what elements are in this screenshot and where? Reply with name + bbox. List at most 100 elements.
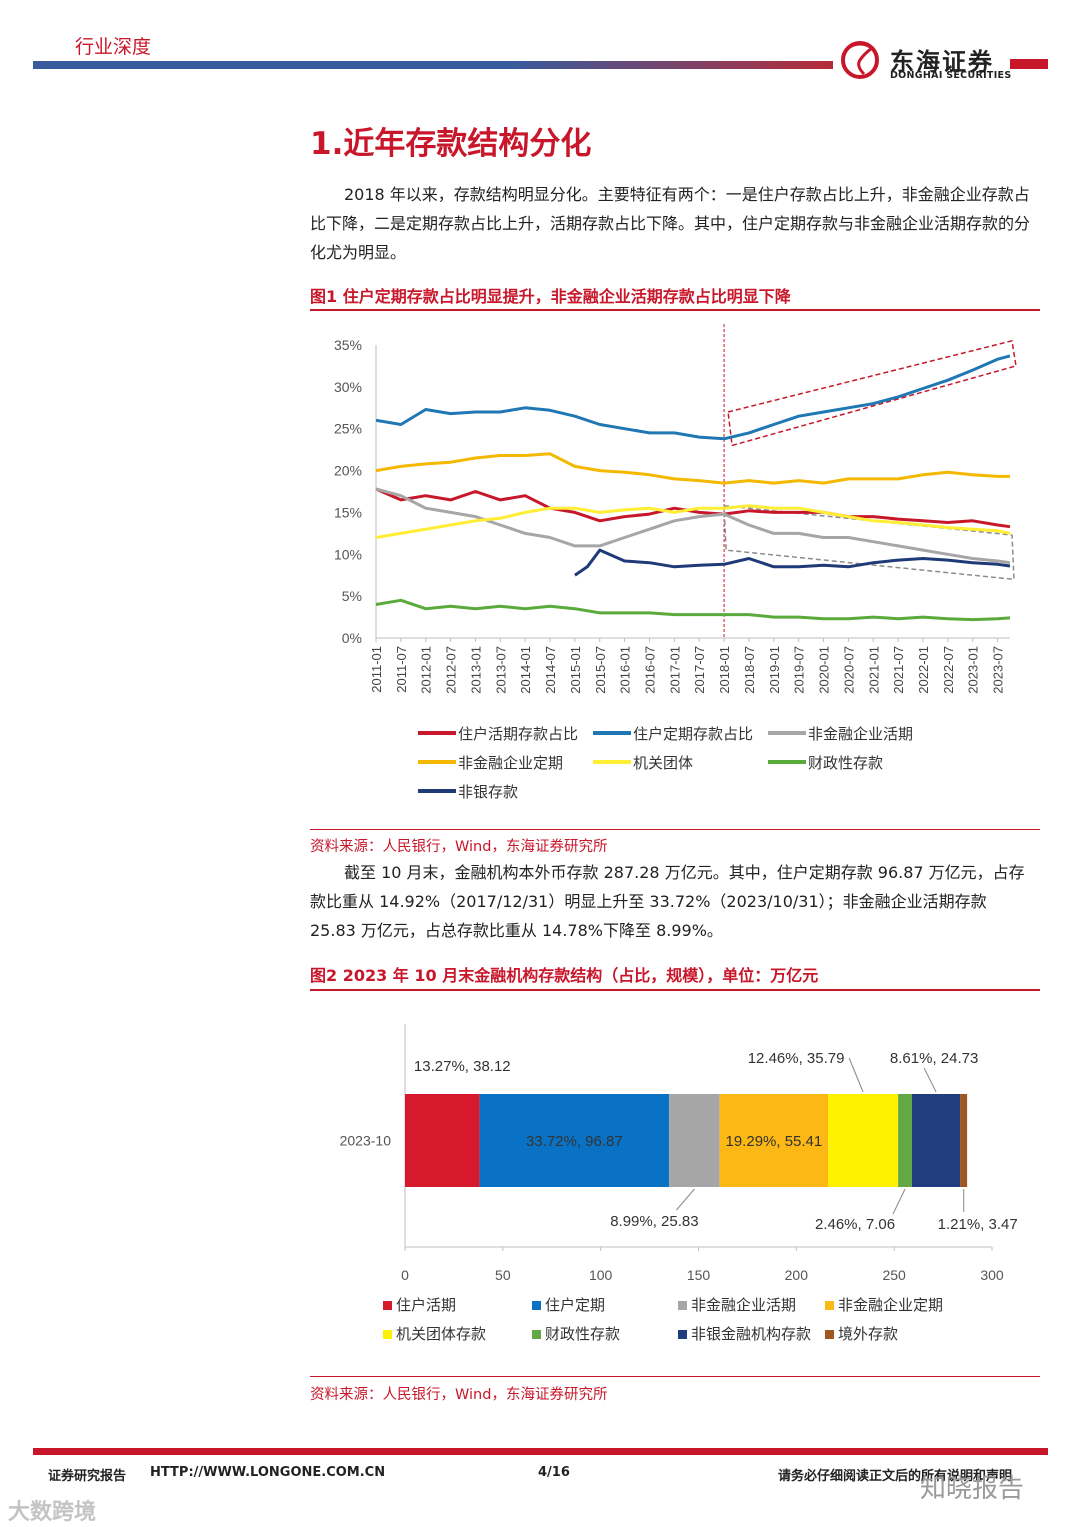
x-tick-label: 2019-01 xyxy=(767,646,782,694)
data-labels: 13.27%, 38.12 33.72%, 96.87 8.99%, 25.83 19… xyxy=(414,1050,1018,1233)
legend-label: 机关团体 xyxy=(633,755,693,772)
legend-label: 非金融企业活期 xyxy=(808,725,913,743)
x-tick-label: 2011-07 xyxy=(394,646,409,693)
legend-label: 住户定期 xyxy=(545,1297,605,1314)
label-leader xyxy=(892,1188,906,1215)
category-label: 2023-10 xyxy=(340,1133,392,1149)
y-axis-ticks: 0% 5% 10% 15% 20% 25% 30% 35% xyxy=(334,337,1010,646)
series-line-3 xyxy=(375,452,1010,485)
bar-segment-4 xyxy=(828,1094,899,1187)
data-label-6: 8.61%, 24.73 xyxy=(890,1050,978,1067)
x-tick-label: 2020-01 xyxy=(817,646,832,694)
x-tick-label: 2012-07 xyxy=(444,646,459,694)
x-tick-label: 2021-07 xyxy=(891,646,906,694)
y-tick-label: 5% xyxy=(342,588,362,604)
data-label-0: 13.27%, 38.12 xyxy=(414,1058,511,1075)
brand-name-en: DONGHAI SECURITIES xyxy=(890,70,1012,81)
highlight-box-a xyxy=(727,340,1017,447)
x-tick-label: 100 xyxy=(589,1267,613,1283)
page-number: 4/16 xyxy=(538,1465,570,1480)
bar-segments xyxy=(405,1094,968,1187)
legend-swatch xyxy=(532,1301,541,1310)
figure-2-stacked-bar-chart: 0 50 100 150 200 250 300 2023-10 13.27%, 38.12 3… xyxy=(340,1024,1018,1343)
x-tick-label: 2023-07 xyxy=(991,646,1006,694)
legend-swatch xyxy=(678,1330,687,1339)
section-heading: 1.近年存款结构分化 xyxy=(310,126,592,162)
header-bar xyxy=(33,61,833,69)
paragraph-1: 2018 年以来，存款结构明显分化。主要特征有两个：一是住户存款占比上升，非金融… xyxy=(310,185,1031,262)
figure-2-source: 资料来源：人民银行，Wind，东海证券研究所 xyxy=(310,1387,608,1403)
data-label-4: 12.46%, 35.79 xyxy=(748,1050,845,1067)
legend-swatch xyxy=(383,1330,392,1339)
x-tick-label: 150 xyxy=(687,1267,711,1283)
legend-label: 机关团体存款 xyxy=(396,1326,486,1343)
x-tick-label: 2021-01 xyxy=(866,646,881,694)
y-tick-label: 35% xyxy=(334,337,362,353)
figure-1-source: 资料来源：人民银行，Wind，东海证券研究所 xyxy=(310,839,608,855)
footer-disclaimer: 请务必仔细阅读正文后的所有说明和声明 xyxy=(778,1469,1013,1484)
axes: 0 50 100 150 200 250 300 2023-10 xyxy=(340,1024,1004,1283)
watermark-left: 大数跨境 xyxy=(8,1500,97,1525)
watermark-right: 知晓报告 xyxy=(920,1474,1025,1504)
legend-label: 境外存款 xyxy=(838,1325,898,1343)
figure-2-title: 图2 2023 年 10 月末金融机构存款结构（占比，规模），单位：万亿元 xyxy=(310,966,819,985)
legend-label: 非金融企业定期 xyxy=(838,1296,943,1314)
header-bar-accent xyxy=(1010,59,1048,69)
x-tick-label: 300 xyxy=(980,1267,1004,1283)
x-axis-ticks: 2011-01 2011-07 2012-01 2012-07 2013-01 2013-… xyxy=(369,638,1006,694)
legend-label: 非金融企业定期 xyxy=(458,754,563,772)
x-tick-label: 2016-01 xyxy=(618,646,633,694)
data-label-5: 2.46%, 7.06 xyxy=(815,1216,895,1233)
footer-url-link[interactable]: HTTP://WWW.LONGONE.COM.CN xyxy=(150,1465,386,1480)
legend-label: 财政性存款 xyxy=(808,755,883,772)
legend-swatch xyxy=(383,1301,392,1310)
legend-swatch xyxy=(825,1301,834,1310)
figure-1-title: 图1 住户定期存款占比明显提升，非金融企业活期存款占比明显下降 xyxy=(310,287,791,306)
data-label-7: 1.21%, 3.47 xyxy=(938,1216,1018,1233)
series-line-4 xyxy=(375,504,1011,539)
figure-1-line-chart: 0%5%10%15%20%25%30%35% 2011-01 2011-07 201… xyxy=(334,324,1017,801)
legend-swatch xyxy=(532,1330,541,1339)
x-tick-label: 2012-01 xyxy=(419,646,434,694)
series-line-2 xyxy=(375,487,1011,565)
figure-1-top-rule xyxy=(310,309,1040,311)
paragraph-2: 截至 10 月末，金融机构本外币存款 287.28 万亿元。其中，住户定期存款 … xyxy=(310,863,1025,940)
label-leader xyxy=(923,1067,937,1093)
legend-swatch xyxy=(678,1301,687,1310)
x-tick-label: 2017-01 xyxy=(667,646,682,694)
x-tick-label: 2016-07 xyxy=(642,646,657,694)
x-tick-label: 2019-07 xyxy=(792,646,807,694)
legend-label: 非银金融机构存款 xyxy=(691,1326,811,1343)
x-tick-label: 2018-01 xyxy=(717,646,732,694)
x-tick-label: 200 xyxy=(785,1267,809,1283)
x-tick-label: 2017-07 xyxy=(692,646,707,694)
x-tick-label: 2023-01 xyxy=(966,646,981,694)
legend-swatch xyxy=(825,1330,834,1339)
series-line-5 xyxy=(375,598,1011,622)
x-tick-label: 2014-07 xyxy=(543,646,558,694)
x-tick-label: 50 xyxy=(495,1267,511,1283)
legend-label: 财政性存款 xyxy=(545,1326,620,1343)
bar-segment-3 xyxy=(719,1094,829,1187)
legend-label: 非金融企业活期 xyxy=(691,1296,796,1314)
x-tick-label: 2013-07 xyxy=(493,646,508,694)
brand-name: 东海证券 xyxy=(890,48,994,76)
y-tick-label: 30% xyxy=(334,379,362,395)
bar-segment-5 xyxy=(898,1094,912,1187)
data-label-2: 8.99%, 25.83 xyxy=(610,1213,698,1230)
series-lines xyxy=(375,354,1011,622)
footer-report-type: 证券研究报告 xyxy=(48,1469,127,1484)
figure-1-bottom-rule xyxy=(310,829,1040,830)
y-tick-label: 15% xyxy=(334,504,362,520)
x-tick-label: 2015-01 xyxy=(568,646,583,694)
x-tick-label: 2011-01 xyxy=(369,646,384,693)
highlight-box-household-time xyxy=(727,340,1017,447)
legend-label: 住户定期存款占比 xyxy=(633,726,753,743)
bar-segment-6 xyxy=(911,1094,961,1187)
bar-segment-7 xyxy=(960,1094,968,1187)
x-tick-label: 250 xyxy=(882,1267,906,1283)
label-leader xyxy=(676,1188,695,1211)
series-line-6 xyxy=(574,548,1011,577)
